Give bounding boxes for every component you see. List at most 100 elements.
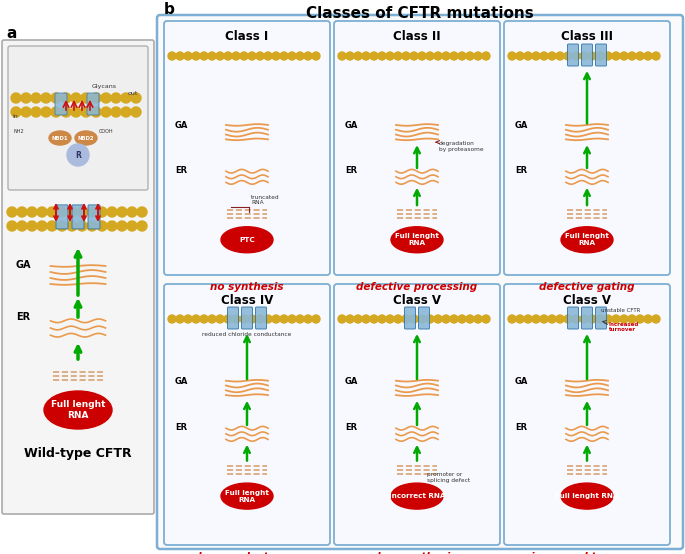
Circle shape xyxy=(652,52,660,60)
FancyBboxPatch shape xyxy=(56,205,68,229)
Text: ER: ER xyxy=(515,166,527,175)
Circle shape xyxy=(304,315,312,323)
Circle shape xyxy=(596,315,604,323)
Circle shape xyxy=(131,107,141,117)
Circle shape xyxy=(596,52,604,60)
Circle shape xyxy=(450,52,458,60)
Circle shape xyxy=(77,221,87,231)
Text: Increased
turnover: Increased turnover xyxy=(609,322,639,332)
Circle shape xyxy=(107,207,117,217)
FancyBboxPatch shape xyxy=(504,21,670,275)
Circle shape xyxy=(628,315,636,323)
Circle shape xyxy=(636,315,644,323)
Text: out: out xyxy=(128,91,138,96)
Circle shape xyxy=(410,315,418,323)
Circle shape xyxy=(540,52,548,60)
Circle shape xyxy=(81,93,91,103)
Circle shape xyxy=(354,52,362,60)
Circle shape xyxy=(21,107,31,117)
Circle shape xyxy=(378,315,386,323)
Circle shape xyxy=(97,221,107,231)
Circle shape xyxy=(272,315,280,323)
Text: GA: GA xyxy=(345,121,358,130)
Text: ER: ER xyxy=(175,423,187,432)
Circle shape xyxy=(564,315,572,323)
FancyBboxPatch shape xyxy=(595,307,606,329)
Circle shape xyxy=(418,52,426,60)
Text: COOH: COOH xyxy=(99,129,114,134)
Circle shape xyxy=(7,221,17,231)
Circle shape xyxy=(482,52,490,60)
Circle shape xyxy=(61,107,71,117)
Circle shape xyxy=(57,221,67,231)
Circle shape xyxy=(524,315,532,323)
Circle shape xyxy=(111,107,121,117)
Circle shape xyxy=(67,207,77,217)
Circle shape xyxy=(224,52,232,60)
Text: reduced chloride conductance: reduced chloride conductance xyxy=(202,332,292,337)
Circle shape xyxy=(17,221,27,231)
FancyBboxPatch shape xyxy=(256,307,266,329)
FancyBboxPatch shape xyxy=(87,93,99,115)
Circle shape xyxy=(426,315,434,323)
Circle shape xyxy=(442,315,450,323)
Circle shape xyxy=(101,107,111,117)
Circle shape xyxy=(37,207,47,217)
Text: Full lenght
RNA: Full lenght RNA xyxy=(565,233,609,247)
Circle shape xyxy=(67,221,77,231)
Text: NBD2: NBD2 xyxy=(78,136,95,141)
Circle shape xyxy=(580,52,588,60)
Text: Wild-type CFTR: Wild-type CFTR xyxy=(24,447,132,459)
Circle shape xyxy=(97,207,107,217)
Circle shape xyxy=(604,52,612,60)
Circle shape xyxy=(296,315,304,323)
Circle shape xyxy=(644,315,652,323)
Circle shape xyxy=(572,315,580,323)
Circle shape xyxy=(121,93,131,103)
Circle shape xyxy=(168,52,176,60)
Circle shape xyxy=(434,315,442,323)
Ellipse shape xyxy=(49,131,71,145)
FancyBboxPatch shape xyxy=(72,205,84,229)
Circle shape xyxy=(21,93,31,103)
FancyBboxPatch shape xyxy=(55,93,67,115)
Text: GA: GA xyxy=(175,121,188,130)
Circle shape xyxy=(51,93,61,103)
Circle shape xyxy=(107,221,117,231)
Circle shape xyxy=(620,315,628,323)
Circle shape xyxy=(450,315,458,323)
Circle shape xyxy=(354,315,362,323)
Circle shape xyxy=(346,52,354,60)
Circle shape xyxy=(288,315,296,323)
Text: ER: ER xyxy=(16,312,30,322)
Circle shape xyxy=(386,52,394,60)
FancyBboxPatch shape xyxy=(504,284,670,545)
Circle shape xyxy=(31,93,41,103)
Circle shape xyxy=(312,315,320,323)
Circle shape xyxy=(556,315,564,323)
Circle shape xyxy=(564,52,572,60)
Circle shape xyxy=(117,207,127,217)
Text: Class IV: Class IV xyxy=(221,294,273,306)
Circle shape xyxy=(67,144,89,166)
Text: ER: ER xyxy=(345,166,357,175)
Circle shape xyxy=(91,107,101,117)
Text: degradation
by proteasome: degradation by proteasome xyxy=(439,141,484,152)
FancyBboxPatch shape xyxy=(405,307,416,329)
Circle shape xyxy=(272,52,280,60)
Ellipse shape xyxy=(44,391,112,429)
FancyBboxPatch shape xyxy=(582,307,593,329)
Circle shape xyxy=(620,52,628,60)
Circle shape xyxy=(256,52,264,60)
Text: increased turnover: increased turnover xyxy=(532,552,643,554)
Circle shape xyxy=(137,207,147,217)
Circle shape xyxy=(81,107,91,117)
Text: defective gating: defective gating xyxy=(539,282,635,292)
Circle shape xyxy=(402,315,410,323)
Circle shape xyxy=(208,315,216,323)
Ellipse shape xyxy=(561,483,613,509)
Circle shape xyxy=(524,52,532,60)
Circle shape xyxy=(394,52,402,60)
Circle shape xyxy=(346,315,354,323)
FancyBboxPatch shape xyxy=(164,284,330,545)
